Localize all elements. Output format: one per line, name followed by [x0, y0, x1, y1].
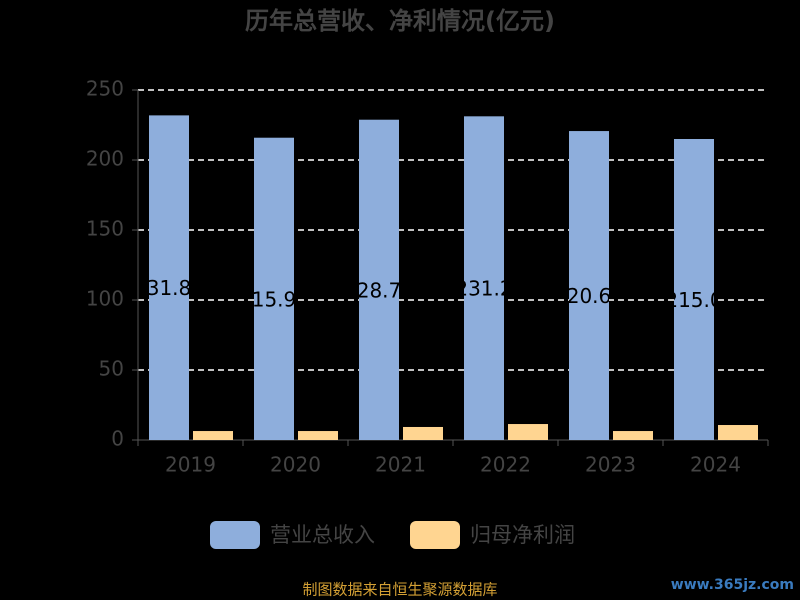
bar — [674, 139, 714, 440]
chart-title: 历年总营收、净利情况(亿元) — [245, 7, 555, 35]
x-tick-label: 2023 — [585, 453, 636, 477]
x-tick-label: 2024 — [690, 453, 741, 477]
source-note: 制图数据来自恒生聚源数据库 — [302, 581, 497, 599]
bar — [403, 426, 443, 440]
watermark: www.365jz.com — [671, 577, 794, 593]
bar — [464, 116, 504, 440]
legend-label: 归母净利润 — [470, 523, 575, 547]
bar — [254, 137, 294, 440]
value-label: 228.78 — [344, 278, 414, 302]
x-tick-label: 2022 — [480, 453, 531, 477]
bar — [613, 431, 653, 440]
value-label: 215.0 — [665, 288, 722, 312]
y-tick-label: 250 — [86, 77, 124, 101]
legend-swatch — [210, 521, 260, 549]
legend-swatch — [410, 521, 460, 549]
x-tick-label: 2021 — [375, 453, 426, 477]
bar — [508, 424, 548, 440]
bar — [298, 431, 338, 440]
legend-label: 营业总收入 — [270, 523, 375, 547]
x-tick-label: 2020 — [270, 453, 321, 477]
y-tick-label: 150 — [86, 217, 124, 241]
y-tick-label: 100 — [86, 287, 124, 311]
bar — [718, 425, 758, 440]
value-label: 231.2 — [455, 277, 512, 301]
bar — [149, 115, 189, 440]
value-label: 215.92 — [239, 287, 309, 311]
value-label: 220.67 — [554, 284, 624, 308]
x-tick-label: 2019 — [165, 453, 216, 477]
bar — [359, 119, 399, 440]
y-tick-label: 50 — [99, 357, 124, 381]
y-tick-label: 200 — [86, 147, 124, 171]
y-tick-label: 0 — [111, 427, 124, 451]
bar — [569, 131, 609, 440]
bar — [193, 431, 233, 440]
value-label: 231.87 — [134, 276, 204, 300]
